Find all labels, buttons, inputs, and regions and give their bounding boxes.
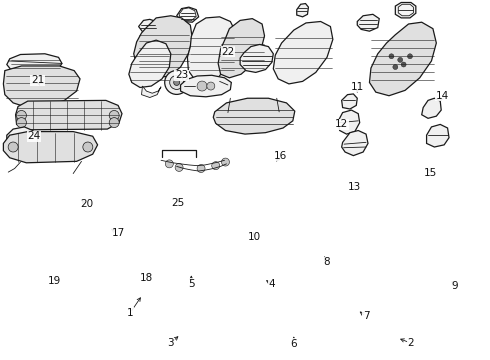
Circle shape bbox=[173, 80, 180, 85]
Circle shape bbox=[207, 82, 215, 90]
Text: 5: 5 bbox=[188, 279, 195, 289]
Text: 15: 15 bbox=[424, 168, 437, 178]
Polygon shape bbox=[3, 66, 80, 108]
Text: 19: 19 bbox=[48, 276, 61, 286]
Polygon shape bbox=[218, 19, 265, 78]
Circle shape bbox=[408, 54, 413, 59]
Text: 18: 18 bbox=[140, 273, 153, 283]
Text: 7: 7 bbox=[363, 311, 369, 321]
Text: 3: 3 bbox=[168, 338, 174, 348]
Text: 4: 4 bbox=[269, 279, 275, 289]
Circle shape bbox=[398, 57, 403, 62]
Text: 24: 24 bbox=[27, 131, 41, 141]
Polygon shape bbox=[142, 86, 161, 98]
Polygon shape bbox=[3, 132, 98, 163]
Text: 17: 17 bbox=[111, 228, 125, 238]
Polygon shape bbox=[179, 8, 196, 21]
Text: 22: 22 bbox=[221, 46, 235, 57]
Circle shape bbox=[165, 71, 189, 94]
Text: 11: 11 bbox=[351, 82, 364, 92]
Circle shape bbox=[221, 158, 229, 166]
Polygon shape bbox=[342, 131, 368, 156]
Text: 1: 1 bbox=[127, 308, 134, 318]
Circle shape bbox=[212, 162, 220, 170]
Text: 14: 14 bbox=[436, 91, 449, 101]
Polygon shape bbox=[213, 98, 295, 134]
Polygon shape bbox=[338, 110, 360, 134]
Text: 23: 23 bbox=[175, 70, 188, 80]
Circle shape bbox=[170, 76, 184, 89]
Circle shape bbox=[109, 111, 119, 121]
Polygon shape bbox=[398, 4, 414, 16]
Text: 13: 13 bbox=[348, 182, 361, 192]
Circle shape bbox=[17, 118, 26, 127]
Polygon shape bbox=[181, 75, 231, 97]
Polygon shape bbox=[422, 98, 441, 118]
Polygon shape bbox=[273, 22, 333, 84]
Text: 20: 20 bbox=[80, 199, 93, 210]
Circle shape bbox=[83, 142, 93, 152]
Text: 2: 2 bbox=[408, 338, 414, 348]
Text: 8: 8 bbox=[324, 257, 330, 267]
Text: 9: 9 bbox=[452, 281, 458, 291]
Circle shape bbox=[197, 165, 205, 172]
Text: 10: 10 bbox=[248, 232, 261, 242]
Circle shape bbox=[393, 64, 398, 69]
Polygon shape bbox=[427, 125, 449, 147]
Text: 16: 16 bbox=[274, 150, 287, 161]
Text: 21: 21 bbox=[31, 75, 44, 85]
Polygon shape bbox=[177, 7, 198, 22]
Text: 25: 25 bbox=[171, 198, 184, 208]
Polygon shape bbox=[395, 3, 416, 18]
Circle shape bbox=[109, 118, 119, 127]
Polygon shape bbox=[357, 14, 379, 31]
Circle shape bbox=[197, 81, 207, 91]
Polygon shape bbox=[240, 44, 273, 72]
Polygon shape bbox=[139, 19, 158, 34]
Text: 6: 6 bbox=[291, 339, 297, 349]
Polygon shape bbox=[134, 16, 192, 78]
Polygon shape bbox=[7, 127, 34, 147]
Circle shape bbox=[165, 160, 173, 168]
Polygon shape bbox=[7, 54, 62, 74]
Circle shape bbox=[8, 142, 18, 152]
Polygon shape bbox=[187, 17, 235, 82]
Circle shape bbox=[389, 54, 394, 59]
Circle shape bbox=[17, 111, 26, 121]
Circle shape bbox=[401, 62, 406, 67]
Circle shape bbox=[175, 163, 183, 171]
Polygon shape bbox=[129, 40, 171, 87]
Text: 12: 12 bbox=[335, 120, 348, 129]
Polygon shape bbox=[369, 22, 436, 96]
Polygon shape bbox=[297, 4, 308, 17]
Polygon shape bbox=[342, 94, 357, 109]
Polygon shape bbox=[16, 100, 122, 130]
